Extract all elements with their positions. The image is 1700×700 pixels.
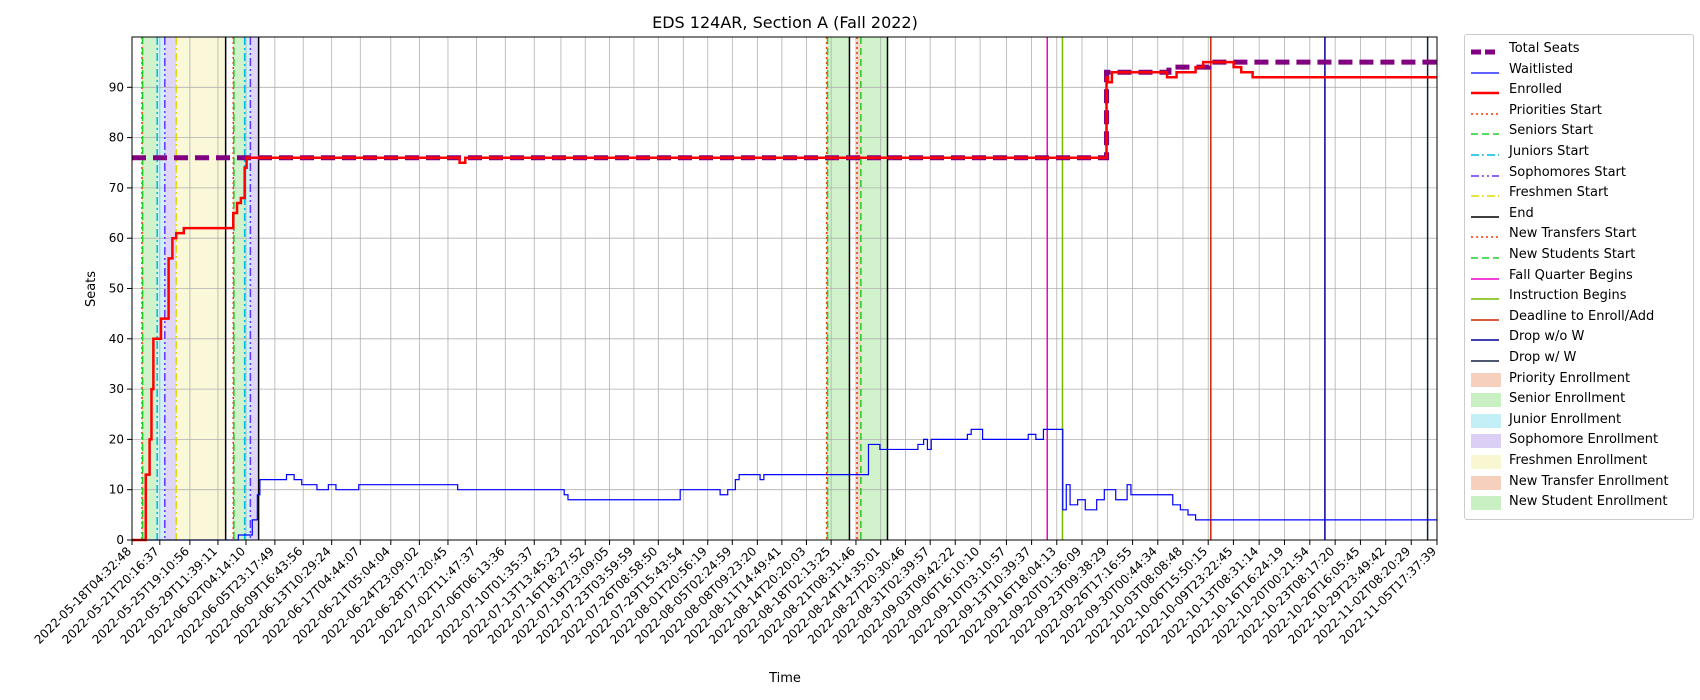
legend-label: New Students Start [1509, 247, 1636, 262]
legend-item: Drop w/ W [1465, 348, 1693, 368]
legend-label: Senior Enrollment [1509, 391, 1626, 407]
legend-swatch [1471, 228, 1499, 240]
legend-item: Priority Enrollment [1465, 369, 1693, 389]
legend-item: Deadline to Enroll/Add [1465, 307, 1693, 327]
legend-label: Freshmen Start [1509, 185, 1609, 201]
legend-item: Senior Enrollment [1465, 389, 1693, 409]
legend-item: Sophomores Start [1465, 163, 1693, 183]
legend-item: End [1465, 204, 1693, 224]
legend-swatch [1471, 125, 1499, 137]
legend-swatch [1471, 146, 1499, 158]
legend-label: New Transfer Enrollment [1509, 473, 1669, 489]
legend-label: Deadline to Enroll/Add [1509, 308, 1655, 324]
legend-swatch [1471, 64, 1499, 76]
legend-item: Juniors Start [1465, 142, 1693, 162]
legend: Total Seats Waitlisted Enrolled Priorities … [1464, 34, 1694, 520]
legend-label: Seniors Start [1509, 123, 1594, 139]
legend-item: Total Seats [1465, 39, 1693, 59]
legend-swatch [1471, 249, 1499, 261]
legend-item: New Transfers Start [1465, 224, 1693, 244]
legend-label: Enrolled [1509, 82, 1562, 98]
y-tick-label: 60 [109, 231, 124, 245]
legend-label: Priorities Start [1509, 102, 1602, 118]
gridlines [131, 37, 1438, 541]
y-tick-label: 0 [116, 533, 124, 547]
legend-swatch [1471, 290, 1499, 302]
legend-item: Instruction Begins [1465, 286, 1693, 306]
legend-swatch [1471, 311, 1499, 323]
legend-swatch [1471, 352, 1499, 364]
legend-label: New Transfers Start [1509, 226, 1637, 242]
x-axis-label: Time [768, 671, 801, 686]
legend-swatch [1471, 84, 1499, 96]
legend-swatch [1471, 475, 1501, 490]
legend-swatch [1471, 413, 1501, 428]
legend-label: Sophomores Start [1509, 164, 1626, 180]
legend-item: Freshmen Enrollment [1465, 451, 1693, 471]
legend-item: Priorities Start [1465, 101, 1693, 121]
legend-swatch [1471, 270, 1499, 282]
series-enrolled [132, 60, 1437, 542]
legend-swatch [1471, 187, 1499, 199]
date-markers [141, 37, 1429, 540]
legend-swatch [1471, 496, 1501, 511]
legend-label: Sophomore Enrollment [1509, 432, 1659, 448]
chart-title: EDS 124AR, Section A (Fall 2022) [652, 13, 918, 32]
legend-label: Waitlisted [1509, 61, 1574, 77]
legend-label: Priority Enrollment [1509, 370, 1631, 386]
legend-label: New Student Enrollment [1509, 494, 1668, 510]
y-axis: 0 10 20 30 40 50 60 70 80 90 [109, 80, 132, 547]
legend-label: Juniors Start [1509, 144, 1589, 159]
legend-item: Waitlisted [1465, 60, 1693, 80]
legend-swatch [1471, 331, 1499, 343]
legend-swatch [1471, 208, 1499, 220]
legend-swatch [1471, 393, 1501, 408]
legend-swatch [1471, 43, 1499, 55]
legend-label: Junior Enrollment [1509, 411, 1622, 427]
y-axis-label: Seats [84, 271, 99, 307]
legend-item: Enrolled [1465, 80, 1693, 100]
y-tick-label: 90 [109, 80, 124, 94]
legend-item: Junior Enrollment [1465, 410, 1693, 430]
y-tick-label: 70 [109, 181, 124, 195]
legend-swatch [1471, 434, 1501, 449]
legend-label: Total Seats [1509, 41, 1580, 56]
series-waitlisted [132, 428, 1437, 541]
legend-label: Instruction Begins [1509, 288, 1627, 304]
y-tick-label: 10 [109, 483, 124, 497]
series-total-seats [132, 59, 1437, 161]
y-tick-label: 50 [109, 282, 124, 296]
data-series [132, 59, 1437, 542]
x-axis: 2022-05-18T04:32:482022-05-21T20:16:3720… [32, 540, 1439, 647]
legend-swatch [1471, 455, 1501, 469]
y-tick-label: 80 [109, 131, 124, 145]
y-tick-label: 40 [109, 332, 124, 346]
legend-item: New Transfer Enrollment [1465, 472, 1693, 492]
legend-item: Seniors Start [1465, 121, 1693, 141]
legend-item: New Students Start [1465, 245, 1693, 265]
legend-label: Freshmen Enrollment [1509, 453, 1648, 468]
legend-label: Fall Quarter Begins [1509, 267, 1633, 283]
legend-item: Drop w/o W [1465, 327, 1693, 347]
legend-item: Freshmen Start [1465, 183, 1693, 203]
legend-label: Drop w/ W [1509, 350, 1577, 365]
legend-label: Drop w/o W [1509, 329, 1585, 345]
y-tick-label: 30 [109, 382, 124, 396]
legend-swatch [1471, 105, 1499, 117]
legend-swatch [1471, 372, 1501, 387]
legend-item: Sophomore Enrollment [1465, 430, 1693, 450]
y-tick-label: 20 [109, 432, 124, 446]
legend-label: End [1509, 205, 1534, 221]
legend-item: New Student Enrollment [1465, 492, 1693, 512]
legend-swatch [1471, 167, 1499, 179]
legend-item: Fall Quarter Begins [1465, 266, 1693, 286]
